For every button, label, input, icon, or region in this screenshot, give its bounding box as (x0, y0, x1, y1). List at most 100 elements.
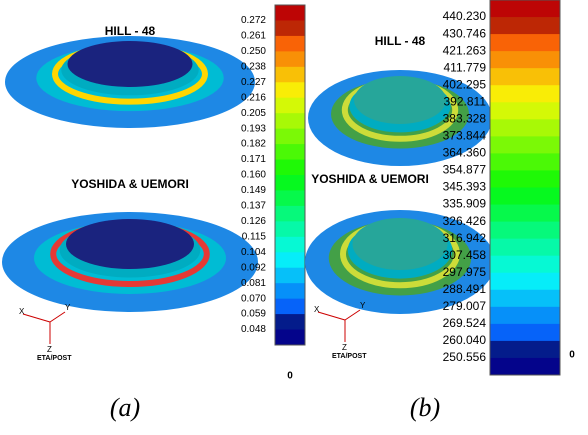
triad-x: X (314, 305, 320, 314)
colorbar-segment (490, 51, 560, 69)
colorbar-segment (490, 34, 560, 52)
triad-axis (345, 310, 360, 320)
colorbar-label: 345.393 (443, 180, 487, 194)
plate-disc (66, 219, 194, 269)
plate-disc (68, 41, 193, 87)
colorbar-label: 0.070 (241, 293, 266, 304)
colorbar-label: 0.227 (241, 77, 266, 88)
triad-y: Y (360, 301, 366, 310)
colorbar-segment (490, 256, 560, 274)
colorbar-segment (275, 190, 305, 206)
colorbar-segment (490, 239, 560, 257)
colorbar-segment (275, 129, 305, 145)
colorbar-label: 0.193 (241, 123, 266, 134)
colorbar-label: 392.811 (444, 94, 487, 108)
colorbar-label: 0.059 (241, 309, 266, 320)
colorbar-label: 250.556 (443, 350, 487, 364)
colorbar-segment (275, 98, 305, 114)
colorbar-segment (275, 314, 305, 330)
colorbar-segment (490, 358, 560, 376)
colorbar-segment (490, 188, 560, 206)
triad-axis (318, 312, 345, 320)
colorbar-label: 0.081 (241, 278, 266, 289)
model-label: YOSHIDA & UEMORI (71, 177, 189, 191)
colorbar-segment (275, 67, 305, 83)
colorbar-label: 0.205 (241, 108, 266, 119)
triad-y: Y (65, 303, 71, 312)
colorbar-label: 0.092 (241, 262, 266, 273)
colorbar-segment (275, 160, 305, 176)
colorbar-label: 411.779 (444, 60, 487, 74)
colorbar-segment (490, 153, 560, 171)
caption: (b) (410, 393, 440, 422)
colorbar-segment (490, 222, 560, 240)
colorbar-label: 430.746 (443, 26, 487, 40)
colorbar-segment (490, 68, 560, 86)
colorbar-label: 0.048 (241, 324, 266, 335)
colorbar-label: 288.491 (443, 282, 487, 296)
colorbar-segment (490, 0, 560, 18)
colorbar-label: 0.115 (242, 231, 267, 242)
colorbar-segment (490, 324, 560, 342)
model-label: YOSHIDA & UEMORI (311, 172, 429, 186)
colorbar-label: 335.909 (443, 197, 487, 211)
colorbar-segment (490, 307, 560, 325)
colorbar-label: 307.458 (443, 248, 487, 262)
colorbar-label: 0.104 (241, 247, 266, 258)
colorbar-label: 354.877 (443, 163, 487, 177)
colorbar-segment (275, 299, 305, 315)
model-label: HILL - 48 (105, 24, 156, 38)
triad-axis (50, 312, 65, 322)
triad-z: Z (47, 345, 52, 354)
colorbar-segment (275, 268, 305, 284)
colorbar-label: 0.137 (241, 201, 266, 212)
colorbar-segment (275, 36, 305, 52)
colorbar-label: 0.182 (241, 139, 266, 150)
colorbar-label: 0.171 (241, 154, 266, 165)
colorbar-label: 0.126 (241, 216, 266, 227)
colorbar-label: 421.263 (443, 43, 487, 57)
colorbar-segment (275, 221, 305, 237)
colorbar-label: 316.942 (443, 231, 487, 245)
triad-x: X (19, 307, 25, 316)
colorbar-label: 0.261 (241, 31, 266, 42)
colorbar-segment (275, 5, 305, 21)
colorbar-label: 0.160 (241, 170, 266, 181)
colorbar-label: 0.238 (241, 61, 266, 72)
colorbar-segment (275, 283, 305, 299)
model-label: HILL - 48 (375, 34, 426, 48)
colorbar-label: 0.216 (241, 92, 266, 103)
plate-disc (353, 218, 448, 270)
triad-z: Z (342, 343, 347, 352)
colorbar-label: 373.844 (443, 129, 487, 143)
plate-disc (354, 76, 446, 124)
caption: (a) (110, 393, 140, 422)
colorbar-label: 326.426 (443, 214, 487, 228)
colorbar-label: 402.295 (443, 77, 487, 91)
figure: HILL - 48YOSHIDA & UEMORI0.2720.2610.250… (0, 0, 588, 430)
colorbar-label: 364.360 (443, 146, 487, 160)
colorbar-segment (275, 144, 305, 160)
colorbar-label: 383.328 (443, 111, 487, 125)
colorbar-segment (275, 51, 305, 67)
colorbar-segment (490, 273, 560, 291)
colorbar-label: 260.040 (443, 333, 487, 347)
triad-source: ETA/POST (37, 355, 72, 362)
colorbar-segment (490, 85, 560, 103)
colorbar-segment (490, 205, 560, 223)
colorbar-segment (490, 290, 560, 308)
colorbar-segment (275, 113, 305, 129)
triad-source: ETA/POST (332, 353, 367, 360)
colorbar-segment (490, 136, 560, 154)
colorbar-segment (490, 341, 560, 359)
colorbar-label: 440.230 (443, 9, 487, 23)
colorbar-label: 0.272 (241, 15, 266, 26)
colorbar-label: 0.149 (241, 185, 266, 196)
colorbar-label: 279.007 (443, 299, 487, 313)
colorbar-zero: 0 (287, 371, 293, 382)
colorbar-segment (490, 170, 560, 188)
triad-axis (23, 314, 50, 322)
colorbar-label: 297.975 (443, 265, 487, 279)
colorbar-label: 269.524 (443, 316, 487, 330)
panel: HILL - 48 YOSHIDA & UEMORI 440.230 430.746 4… (305, 0, 575, 422)
